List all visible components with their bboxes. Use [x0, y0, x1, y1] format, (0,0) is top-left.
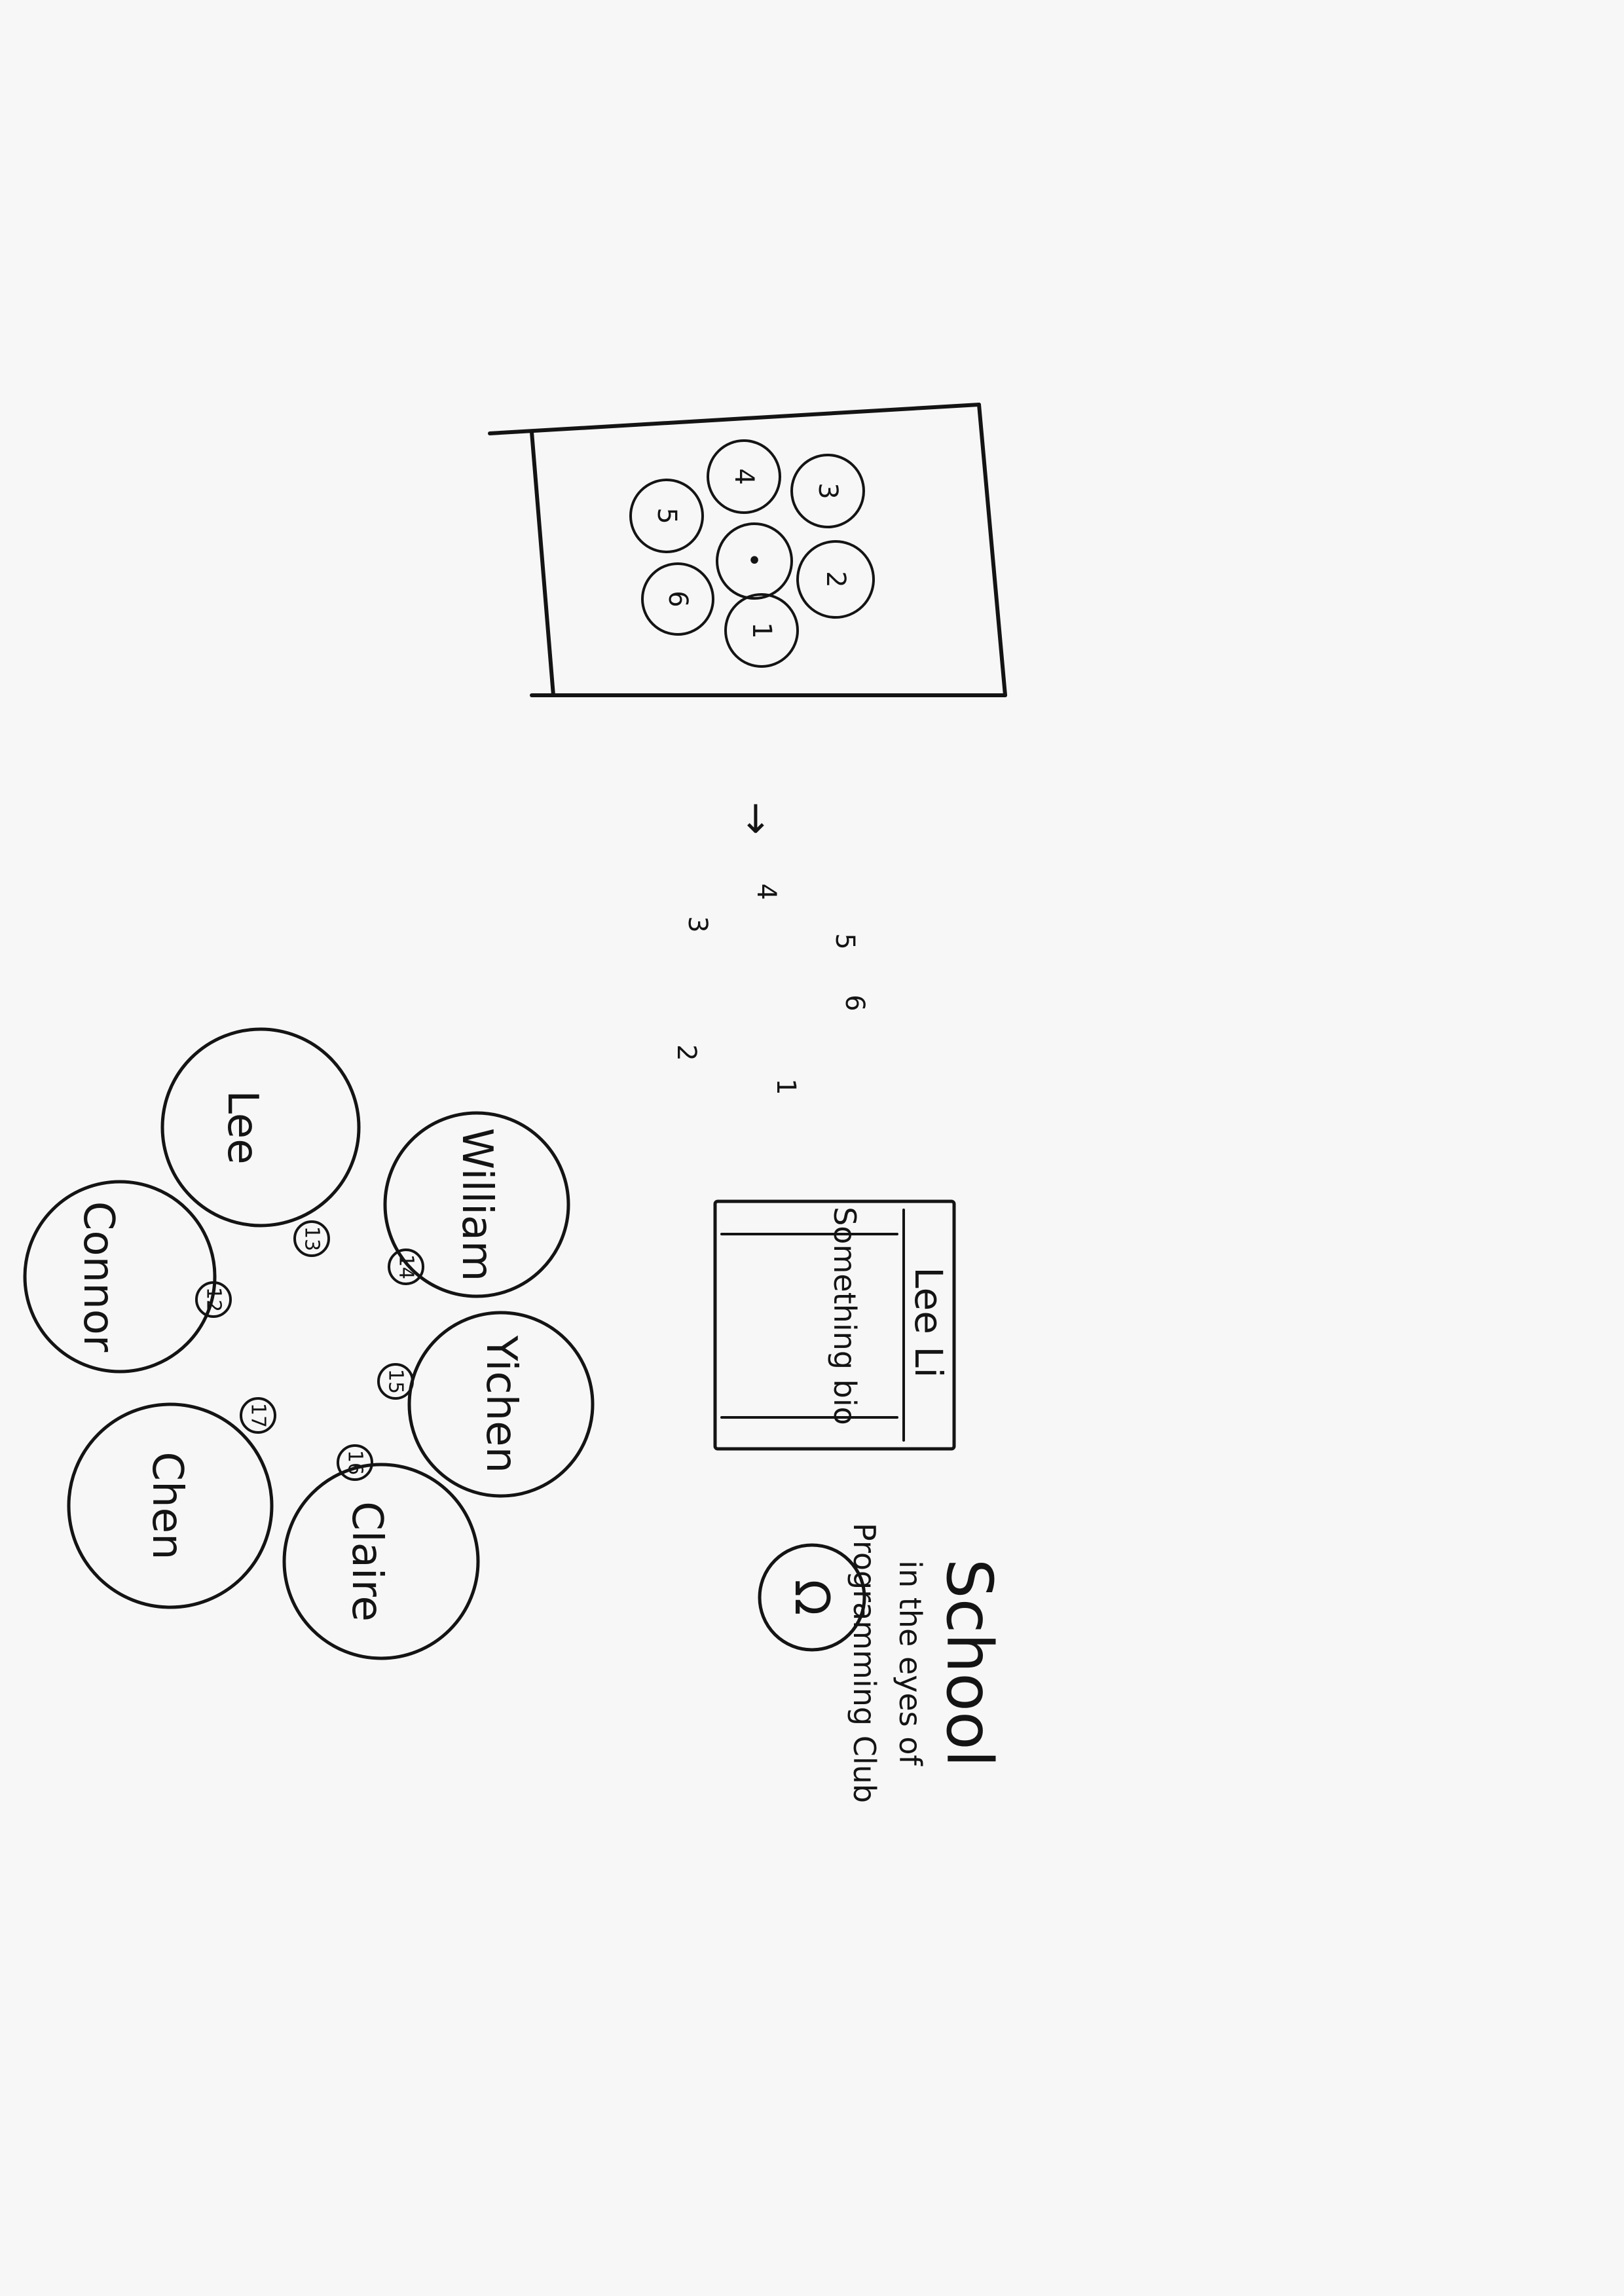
title-line-2: in the eyes of [893, 1560, 928, 1766]
mini-node-3: 3 [790, 454, 865, 528]
mini-center-label: • [747, 546, 762, 576]
member-badge-number: 15 [384, 1369, 407, 1394]
arrow-icon: → [733, 802, 779, 835]
member-node-claire: Claire 16 [282, 1444, 480, 1660]
mini-node-5: 5 [629, 479, 704, 553]
loose-numbers: → 1 2 3 4 5 6 [671, 802, 870, 1095]
member-badge-number: 13 [301, 1226, 323, 1251]
omega-icon: Ω [758, 1543, 866, 1652]
svg-text:6: 6 [663, 591, 693, 607]
member-name: Lee [218, 1090, 267, 1164]
mini-node-2: 2 [796, 540, 875, 619]
member-name: William [452, 1128, 501, 1282]
loose-number-5: 5 [830, 933, 860, 949]
member-badge [293, 1220, 330, 1257]
member-node-chen: Chen 17 [67, 1397, 276, 1609]
svg-text:2: 2 [821, 571, 851, 587]
profile-card: Lee Li Something bio [713, 1199, 956, 1451]
member-cluster: Lee 13 William 14 Yichen 15 Claire 16 Ch… [23, 1027, 595, 1660]
member-node-yichen: Yichen 15 [377, 1311, 595, 1498]
title-main: School [932, 1559, 1006, 1768]
title-line-3: Programming Club [847, 1523, 882, 1803]
profile-name: Lee Li [906, 1267, 951, 1378]
omega-glyph: Ω [784, 1579, 840, 1615]
member-badge-number: 16 [344, 1450, 367, 1475]
svg-text:3: 3 [813, 483, 843, 499]
member-node-connor: Connor 12 [23, 1180, 232, 1374]
svg-text:4: 4 [729, 468, 759, 484]
loose-number-3: 3 [682, 916, 712, 932]
loose-number-4: 4 [751, 883, 781, 900]
mini-node-6: 6 [641, 562, 714, 636]
member-badge [337, 1444, 373, 1481]
mini-cluster-frame: • 1 2 3 4 5 6 [488, 403, 1007, 697]
member-badge-number: 17 [247, 1403, 270, 1428]
member-badge [195, 1281, 232, 1318]
loose-number-6: 6 [840, 994, 870, 1011]
svg-text:5: 5 [652, 507, 682, 524]
member-node-lee: Lee 13 [160, 1027, 361, 1257]
mini-node-4: 4 [707, 439, 781, 514]
loose-number-2: 2 [671, 1044, 701, 1061]
mini-node-1: 1 [724, 593, 799, 668]
member-name: Chen [143, 1451, 191, 1559]
svg-text:1: 1 [747, 622, 777, 638]
member-node-william: William 14 [383, 1111, 570, 1298]
member-badge [377, 1363, 414, 1400]
member-name: Yichen [477, 1335, 525, 1473]
loose-number-1: 1 [771, 1078, 801, 1095]
member-name: Connor [74, 1201, 122, 1353]
mini-center-node [716, 522, 793, 600]
member-badge [240, 1397, 276, 1434]
member-name: Claire [342, 1501, 391, 1622]
profile-bio: Something bio [827, 1207, 862, 1425]
title-block: School in the eyes of Programming Club [847, 1523, 1006, 1803]
member-badge [388, 1248, 424, 1285]
member-badge-number: 12 [202, 1287, 225, 1312]
member-badge-number: 14 [395, 1254, 418, 1279]
